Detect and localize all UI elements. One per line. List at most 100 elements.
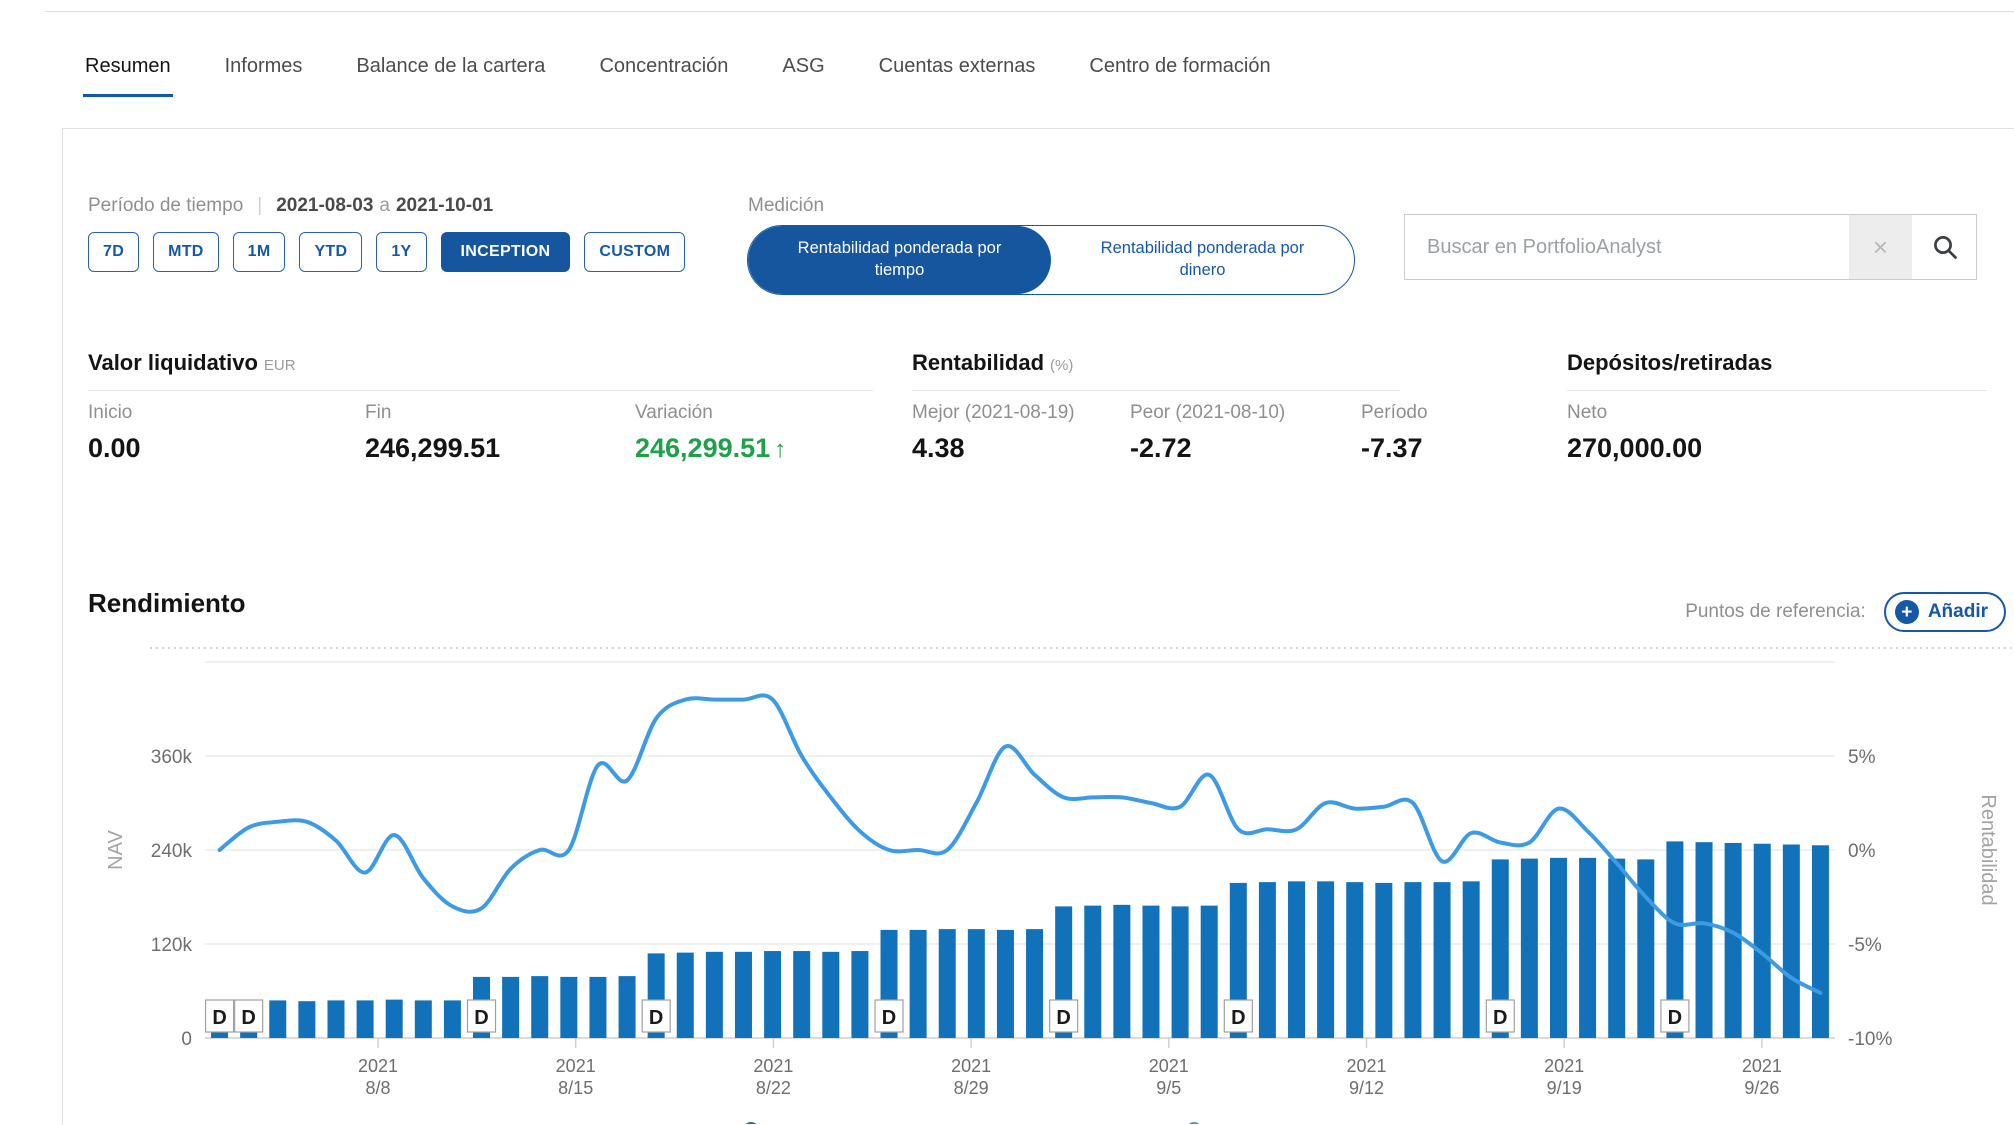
deposit-marker[interactable]: D	[1049, 999, 1079, 1033]
stat-column-unit: (%)	[1050, 357, 1074, 374]
nav-bar[interactable]	[822, 951, 840, 1038]
nav-bar[interactable]	[356, 1000, 374, 1038]
nav-bar[interactable]	[1637, 859, 1655, 1038]
deposit-marker[interactable]: D	[1485, 999, 1515, 1033]
nav-bar[interactable]	[443, 1000, 461, 1038]
nav-bar[interactable]	[1666, 841, 1684, 1038]
nav-bar[interactable]	[1404, 882, 1422, 1038]
tab-informes[interactable]: Informes	[224, 55, 303, 77]
nav-bar[interactable]	[938, 929, 956, 1038]
stat-divider	[88, 390, 873, 391]
header-divider	[45, 11, 2014, 12]
nav-bar[interactable]	[764, 951, 782, 1038]
stat-label: Fin	[365, 402, 392, 423]
nav-bar[interactable]	[1171, 906, 1189, 1038]
range-button-custom[interactable]: CUSTOM	[584, 232, 686, 272]
nav-bar[interactable]	[967, 929, 985, 1038]
nav-bar[interactable]	[531, 976, 549, 1038]
stat-neto: Neto 270,000.00	[1567, 402, 1702, 464]
tab-bar: Resumen Informes Balance de la cartera Conc…	[83, 55, 1271, 97]
nav-bar[interactable]	[618, 976, 636, 1038]
left-axis-tick-label: 120k	[151, 935, 193, 956]
nav-bar[interactable]	[589, 976, 607, 1038]
return-line	[217, 693, 1823, 995]
nav-bar[interactable]	[1782, 844, 1800, 1038]
nav-bar[interactable]	[560, 976, 578, 1038]
nav-bar[interactable]	[414, 1000, 432, 1038]
nav-bar[interactable]	[1695, 842, 1713, 1038]
nav-bar[interactable]	[1142, 905, 1160, 1038]
plus-icon: +	[1894, 600, 1919, 624]
tab-balance-de-la-cartera[interactable]: Balance de la cartera	[356, 55, 546, 77]
nav-bar[interactable]	[1433, 882, 1451, 1038]
nav-bar[interactable]	[385, 999, 403, 1038]
nav-bar[interactable]	[502, 976, 520, 1038]
measure-label: Medición	[748, 195, 825, 216]
tab-concentracion[interactable]: Concentración	[599, 55, 729, 77]
range-button-inception[interactable]: INCEPTION	[440, 232, 571, 272]
nav-bar[interactable]	[1229, 882, 1247, 1038]
deposit-marker[interactable]: D	[1660, 999, 1690, 1033]
nav-bar[interactable]	[298, 1001, 316, 1038]
nav-bar[interactable]	[1724, 842, 1742, 1038]
nav-bar[interactable]	[1549, 857, 1567, 1038]
nav-bar[interactable]	[1026, 929, 1044, 1038]
nav-bar[interactable]	[327, 1000, 345, 1038]
deposit-marker[interactable]: D	[234, 999, 264, 1033]
nav-bar[interactable]	[1608, 858, 1626, 1038]
deposit-marker[interactable]: D	[466, 999, 497, 1033]
nav-bar[interactable]	[1491, 859, 1509, 1038]
deposit-marker[interactable]: D	[204, 999, 235, 1033]
stat-column-nav: Valor liquidativo EUR Inicio 0.00 Fin 246,299…	[88, 350, 873, 463]
range-button-mtd[interactable]: MTD	[153, 232, 219, 272]
add-benchmark-button[interactable]: + Añadir	[1883, 592, 2006, 632]
tab-resumen[interactable]: Resumen	[83, 55, 173, 97]
range-button-1m[interactable]: 1M	[232, 232, 286, 272]
nav-bar[interactable]	[1258, 882, 1276, 1038]
range-button-1y[interactable]: 1Y	[376, 232, 427, 272]
search-icon	[1933, 235, 1957, 259]
clear-search-button[interactable]: ×	[1849, 215, 1914, 279]
nav-bar[interactable]	[1462, 881, 1480, 1038]
nav-bar[interactable]	[1811, 845, 1829, 1038]
nav-bar[interactable]	[1200, 905, 1218, 1038]
measure-option-rentabilidad-ponderada-por-tiempo[interactable]: Rentabilidad ponderada por tiempo	[748, 226, 1051, 294]
period-to-date: 2021-10-01	[395, 195, 494, 216]
nav-bar[interactable]	[1317, 881, 1335, 1038]
deposit-marker[interactable]: D	[1223, 999, 1253, 1033]
tab-asg[interactable]: ASG	[782, 55, 825, 77]
nav-bar[interactable]	[676, 952, 694, 1038]
nav-bar-series	[211, 841, 1829, 1038]
search-input[interactable]	[1405, 215, 1849, 279]
deposit-marker-label: D	[1231, 1007, 1245, 1029]
nav-bar[interactable]	[734, 951, 752, 1038]
stat-label: Peor (2021-08-10)	[1130, 402, 1286, 423]
nav-bar[interactable]	[1113, 904, 1131, 1038]
nav-bar[interactable]	[1753, 843, 1771, 1038]
deposit-marker[interactable]: D	[641, 999, 671, 1033]
nav-bar[interactable]	[1579, 857, 1597, 1038]
deposit-marker[interactable]: D	[874, 999, 904, 1033]
nav-bar[interactable]	[1346, 882, 1364, 1038]
nav-bar[interactable]	[909, 929, 927, 1038]
tab-centro-de-formacion[interactable]: Centro de formación	[1089, 55, 1271, 77]
search-button[interactable]	[1914, 215, 1976, 279]
nav-bar[interactable]	[269, 1000, 287, 1038]
nav-bar[interactable]	[1288, 881, 1306, 1038]
nav-bar[interactable]	[851, 951, 869, 1038]
nav-bar[interactable]	[705, 951, 723, 1038]
range-button-7d[interactable]: 7D	[88, 232, 140, 272]
measure-toggle: Rentabilidad ponderada por tiempo Rentabi…	[747, 225, 1355, 295]
stat-label: Período	[1361, 402, 1428, 423]
left-axis-tick-label: 240k	[151, 841, 193, 862]
nav-bar[interactable]	[1084, 905, 1102, 1038]
nav-bar[interactable]	[1520, 858, 1538, 1038]
right-axis-title: Rentabilidad	[1977, 794, 1999, 905]
range-button-ytd[interactable]: YTD	[299, 232, 363, 272]
nav-bar[interactable]	[996, 929, 1014, 1038]
measure-option-rentabilidad-ponderada-por-dinero[interactable]: Rentabilidad ponderada por dinero	[1100, 239, 1305, 279]
nav-bar[interactable]	[1375, 882, 1393, 1038]
nav-bar[interactable]	[793, 951, 811, 1038]
tab-cuentas-externas[interactable]: Cuentas externas	[878, 55, 1036, 77]
